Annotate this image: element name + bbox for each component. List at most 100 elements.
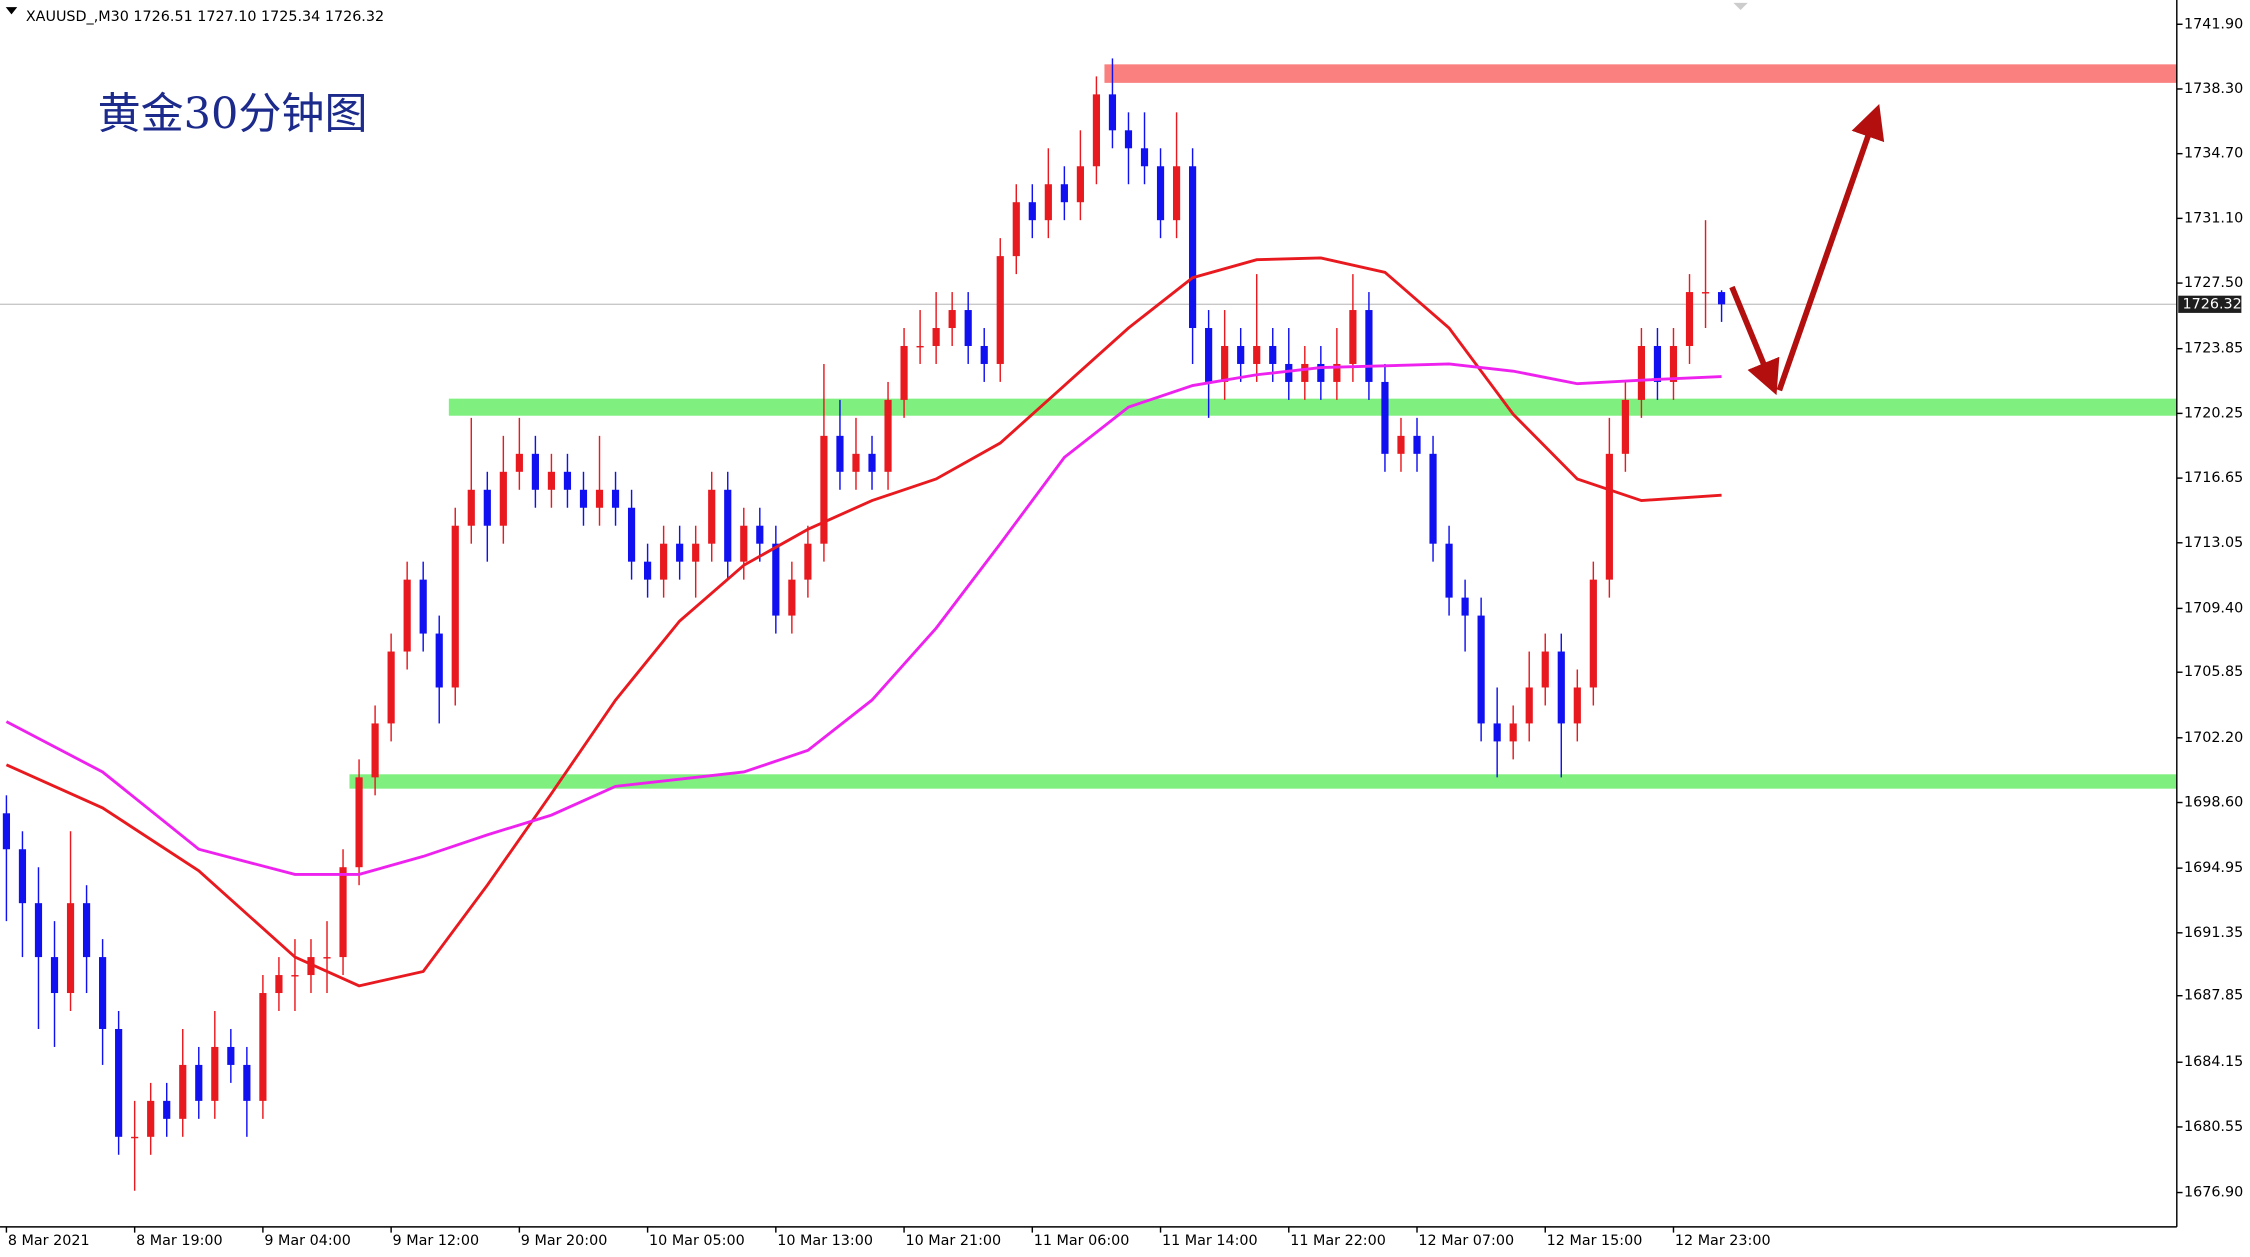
candle-body: [708, 489, 716, 544]
y-tick-label: 1702.20: [2184, 730, 2243, 746]
candle-body: [243, 1064, 251, 1101]
candle-body: [1317, 363, 1325, 382]
candle-body: [1669, 345, 1678, 382]
candle-body: [660, 543, 668, 580]
candle-body: [579, 489, 588, 508]
x-tick-label: 11 Mar 06:00: [1034, 1233, 1130, 1249]
y-tick-label: 1720.25: [2184, 405, 2243, 421]
candle-body: [1044, 184, 1052, 221]
candle-body: [18, 849, 27, 904]
candle-body: [836, 435, 844, 472]
candle-body: [99, 957, 107, 1029]
y-tick-label: 1738.30: [2184, 81, 2243, 97]
y-tick-label: 1694.95: [2184, 860, 2243, 876]
y-tick-label: 1723.85: [2184, 341, 2243, 357]
candle-body: [371, 723, 379, 778]
candle-body: [740, 525, 748, 562]
x-tick-label: 9 Mar 04:00: [264, 1233, 351, 1249]
candle-body: [804, 543, 812, 580]
candle-body: [1637, 345, 1646, 400]
candle-body: [1653, 345, 1662, 382]
candle-body: [900, 345, 908, 400]
zone: [349, 774, 2177, 789]
candle-body: [1685, 292, 1694, 346]
moving-average: [5, 362, 1722, 876]
y-tick-label: 1691.35: [2184, 925, 2243, 941]
candle-body: [820, 435, 828, 544]
candle-body: [1221, 345, 1229, 382]
x-tick-label: 8 Mar 2021: [8, 1233, 90, 1249]
candle-body: [692, 543, 700, 562]
y-tick-label: 1687.85: [2184, 988, 2243, 1004]
candle-body: [179, 1064, 187, 1119]
candle-body: [227, 1046, 235, 1065]
zone: [1104, 64, 2177, 83]
candle-body: [1477, 615, 1485, 724]
candle-body: [1028, 202, 1036, 221]
candle-body: [1285, 363, 1293, 382]
candle-body: [1140, 148, 1149, 167]
y-tick-label: 1741.90: [2184, 16, 2243, 32]
x-tick-label: 9 Mar 12:00: [393, 1233, 480, 1249]
candle-body: [1413, 435, 1421, 454]
candle-body: [499, 471, 507, 526]
candle-body: [82, 903, 91, 958]
y-tick-label: 1727.50: [2184, 275, 2243, 291]
candle-body: [275, 975, 283, 994]
candle-body: [1333, 363, 1341, 382]
y-tick-label: 1684.15: [2184, 1054, 2243, 1070]
candle-body: [1269, 345, 1277, 364]
candle-body: [1237, 345, 1245, 364]
candle-body: [339, 867, 347, 958]
moving-average: [5, 256, 1722, 988]
x-tick-label: 11 Mar 22:00: [1290, 1233, 1386, 1249]
arrow-down: [1729, 285, 1780, 396]
candle-body: [1525, 687, 1533, 724]
x-tick-label: 12 Mar 23:00: [1675, 1233, 1771, 1249]
candle-body: [1541, 651, 1549, 688]
menu-triangle[interactable]: [5, 7, 18, 15]
last-price-label: 1726.32: [2183, 296, 2242, 312]
y-tick-label: 1734.70: [2184, 146, 2243, 162]
last-price-box: [2178, 295, 2242, 313]
x-tick-label: 12 Mar 15:00: [1547, 1233, 1643, 1249]
candle-body: [115, 1028, 123, 1137]
candle-body: [1189, 166, 1197, 329]
candle-body: [772, 543, 780, 616]
candle-body: [1701, 292, 1710, 294]
candle-body: [916, 345, 924, 348]
candle-body: [483, 489, 491, 526]
candle-body: [1012, 202, 1020, 257]
y-tick-label: 1716.65: [2184, 470, 2243, 486]
y-tick-label: 1709.40: [2184, 600, 2243, 616]
candle-body: [387, 651, 395, 724]
candle-body: [1092, 94, 1101, 167]
candle-body: [419, 579, 427, 634]
plot-area: [0, 58, 2177, 1191]
candle-body: [627, 507, 636, 562]
candle-body: [1172, 166, 1181, 221]
y-tick-label: 1680.55: [2184, 1119, 2243, 1135]
candle-body: [996, 256, 1004, 364]
candle-body: [756, 525, 764, 544]
y-tick-label: 1676.90: [2184, 1185, 2243, 1201]
candle-body: [1493, 723, 1501, 742]
candle-body: [1060, 184, 1068, 203]
y-tick-label: 1731.10: [2184, 210, 2243, 226]
candle-body: [644, 561, 652, 580]
chart-title: 黄金30分钟图: [98, 90, 368, 140]
y-tick-label: 1705.85: [2184, 664, 2243, 680]
x-tick-label: 12 Mar 07:00: [1418, 1233, 1514, 1249]
candle-body: [211, 1046, 219, 1101]
x-tick-label: 11 Mar 14:00: [1162, 1233, 1258, 1249]
candle-body: [964, 310, 972, 346]
candle-body: [1429, 453, 1437, 544]
candle-body: [1108, 94, 1117, 131]
candle-body: [195, 1064, 203, 1101]
candle-body: [1365, 310, 1373, 382]
x-tick-label: 8 Mar 19:00: [136, 1233, 223, 1249]
candle-body: [515, 453, 523, 472]
arrow-up: [1776, 103, 1885, 392]
